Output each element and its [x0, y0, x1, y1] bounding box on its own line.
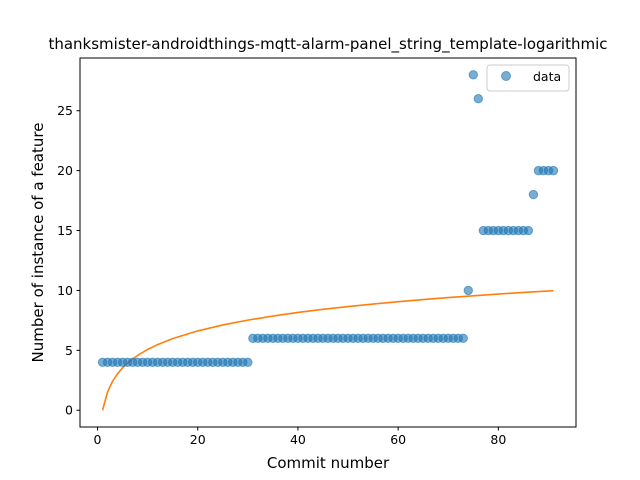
data-point: [463, 285, 473, 296]
legend-marker-data: [501, 71, 511, 81]
data-point: [473, 94, 483, 104]
legend-label-data: data: [533, 69, 561, 84]
legend: data: [486, 64, 570, 92]
y-axis-title: Number of instance of a feature: [29, 123, 47, 363]
x-tick-label: 80: [490, 432, 506, 447]
y-tick-label: 10: [57, 283, 73, 298]
data-point: [243, 357, 253, 368]
plot-frame: [80, 58, 576, 427]
data-point: [523, 225, 534, 236]
y-tick-label: 20: [57, 163, 73, 178]
data-point: [528, 189, 539, 200]
data-point: [468, 70, 478, 80]
chart-title: thanksmister-androidthings-mqtt-alarm-pa…: [48, 35, 607, 54]
y-axis: 0 5 10 15 20 25: [57, 103, 80, 418]
axes-border: [79, 57, 577, 428]
fit-line: [101, 289, 554, 411]
x-tick-label: 40: [290, 432, 306, 447]
data-point: [458, 333, 468, 344]
y-tick-label: 5: [65, 343, 73, 358]
y-tick-label: 0: [65, 403, 73, 418]
y-tick-label: 25: [57, 103, 73, 118]
x-tick-label: 60: [390, 432, 406, 447]
x-axis: 0 20 40 60 80: [94, 427, 506, 447]
data-point: [548, 165, 559, 176]
x-tick-label: 20: [190, 432, 206, 447]
y-tick-label: 15: [57, 223, 73, 238]
series-layer: [97, 70, 559, 411]
plot-area: [79, 57, 577, 428]
x-axis-title: Commit number: [267, 454, 390, 472]
x-tick-label: 0: [94, 432, 102, 447]
